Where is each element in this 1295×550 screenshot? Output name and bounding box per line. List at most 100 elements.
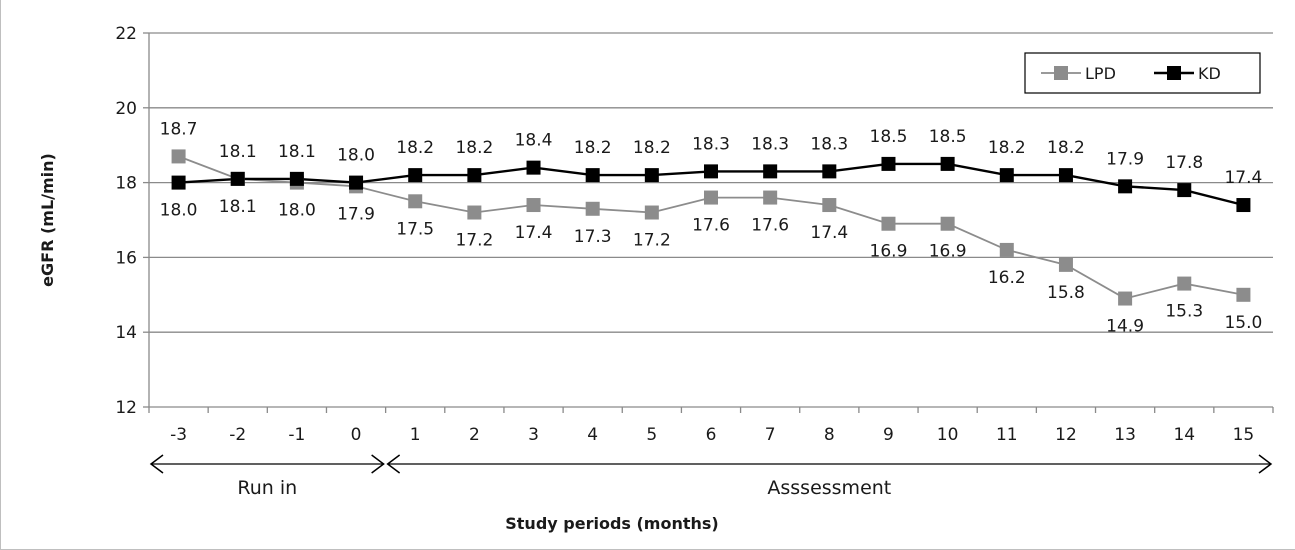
data-label-kd: 18.5 <box>929 127 967 147</box>
data-label-lpd: 17.9 <box>337 204 375 224</box>
data-point-kd <box>644 168 659 183</box>
data-point-kd <box>349 175 364 190</box>
data-label-lpd: 16.9 <box>870 242 908 262</box>
x-tick-label: 14 <box>1173 425 1195 445</box>
period-arrow-head <box>371 454 385 474</box>
x-tick-label: 13 <box>1114 425 1136 445</box>
y-tick-label: 12 <box>115 398 137 418</box>
x-tick-label: 0 <box>351 425 362 445</box>
data-point-kd <box>822 164 837 179</box>
x-tick-label: -1 <box>288 425 305 445</box>
data-label-lpd: 17.4 <box>810 223 848 243</box>
x-tick-label: 5 <box>646 425 657 445</box>
legend-marker-lpd <box>1054 66 1068 80</box>
data-label-kd: 17.4 <box>1224 168 1262 188</box>
data-point-kd <box>1236 198 1251 213</box>
data-label-kd: 18.1 <box>278 142 316 162</box>
data-label-kd: 18.5 <box>870 127 908 147</box>
data-point-kd <box>171 175 186 190</box>
data-point-lpd <box>1177 276 1192 291</box>
y-tick-label: 20 <box>115 99 137 119</box>
data-label-lpd: 18.7 <box>160 119 198 139</box>
data-point-lpd <box>1236 287 1251 302</box>
data-point-lpd <box>408 194 423 209</box>
data-label-kd: 18.0 <box>337 146 375 166</box>
period-arrow-head <box>1258 454 1273 474</box>
data-point-lpd <box>763 190 778 205</box>
data-point-kd <box>230 171 245 186</box>
data-label-kd: 18.4 <box>515 131 553 151</box>
x-tick-label: 3 <box>528 425 539 445</box>
data-label-kd: 18.3 <box>692 134 730 154</box>
data-label-kd: 18.2 <box>455 138 493 158</box>
x-tick-label: 4 <box>587 425 598 445</box>
period-arrow-head <box>149 454 164 474</box>
data-label-lpd: 15.3 <box>1165 302 1203 322</box>
data-point-kd <box>526 160 541 175</box>
data-point-kd <box>940 156 955 171</box>
y-tick-label: 18 <box>115 174 137 194</box>
x-tick-label: 12 <box>1055 425 1077 445</box>
y-tick-label: 22 <box>115 24 137 44</box>
data-label-lpd: 17.3 <box>574 227 612 247</box>
data-label-lpd: 17.6 <box>692 216 730 236</box>
study-periods: Run in Asssessment <box>149 454 1273 499</box>
period-label: Asssessment <box>767 477 891 499</box>
period-arrow-head <box>386 454 401 474</box>
legend: LPD KD <box>1024 52 1261 94</box>
legend-label-lpd: LPD <box>1085 64 1116 83</box>
data-label-lpd: 17.5 <box>396 219 434 239</box>
data-label-lpd: 18.0 <box>278 201 316 221</box>
legend-marker-kd <box>1167 66 1181 80</box>
data-point-kd <box>585 168 600 183</box>
data-point-kd <box>704 164 718 179</box>
period-label: Run in <box>237 477 297 499</box>
data-label-lpd: 17.2 <box>633 231 671 251</box>
x-tick-label: 8 <box>824 425 835 445</box>
data-label-kd: 18.3 <box>810 134 848 154</box>
data-point-kd <box>1058 168 1073 183</box>
data-label-kd: 18.2 <box>396 138 434 158</box>
data-point-kd <box>467 168 482 183</box>
data-label-lpd: 14.9 <box>1106 317 1144 337</box>
y-axis-title: eGFR (mL/min) <box>38 153 57 287</box>
data-point-lpd <box>1118 291 1133 306</box>
data-point-kd <box>289 171 304 186</box>
data-point-lpd <box>822 198 837 213</box>
x-tick-label: 2 <box>469 425 480 445</box>
data-label-lpd: 17.4 <box>515 223 553 243</box>
x-tick-label: 11 <box>996 425 1018 445</box>
data-label-lpd: 16.9 <box>929 242 967 262</box>
x-tick-label: 6 <box>706 425 717 445</box>
data-labels: 18.0 18.7 18.1 18.1 18.1 18.0 18.0 17.9 18.2 17.5… <box>160 119 1263 336</box>
data-label-kd: 18.0 <box>160 201 198 221</box>
data-point-kd <box>408 168 423 183</box>
data-point-kd <box>1118 179 1133 194</box>
x-tick-label: -3 <box>170 425 187 445</box>
data-label-lpd: 15.0 <box>1224 313 1262 333</box>
data-label-lpd: 16.2 <box>988 268 1026 288</box>
x-tick-label: 1 <box>410 425 421 445</box>
x-axis-title: Study periods (months) <box>505 514 718 533</box>
y-tick-label: 16 <box>115 248 137 268</box>
data-label-kd: 18.2 <box>988 138 1026 158</box>
data-point-lpd <box>526 198 541 213</box>
data-label-kd: 18.2 <box>633 138 671 158</box>
data-point-lpd <box>644 205 659 220</box>
data-label-lpd: 18.1 <box>219 197 257 217</box>
data-label-kd: 17.9 <box>1106 149 1144 169</box>
data-point-kd <box>881 156 896 171</box>
data-point-kd <box>999 168 1014 183</box>
data-point-lpd <box>704 190 718 205</box>
data-label-kd: 17.8 <box>1165 153 1203 173</box>
data-label-lpd: 17.6 <box>751 216 789 236</box>
gridlines <box>149 32 1273 333</box>
data-label-kd: 18.3 <box>751 134 789 154</box>
y-tick-label: 14 <box>115 323 137 343</box>
x-tick-label: 15 <box>1233 425 1255 445</box>
data-label-kd: 18.2 <box>1047 138 1085 158</box>
x-tick-label: -2 <box>229 425 246 445</box>
